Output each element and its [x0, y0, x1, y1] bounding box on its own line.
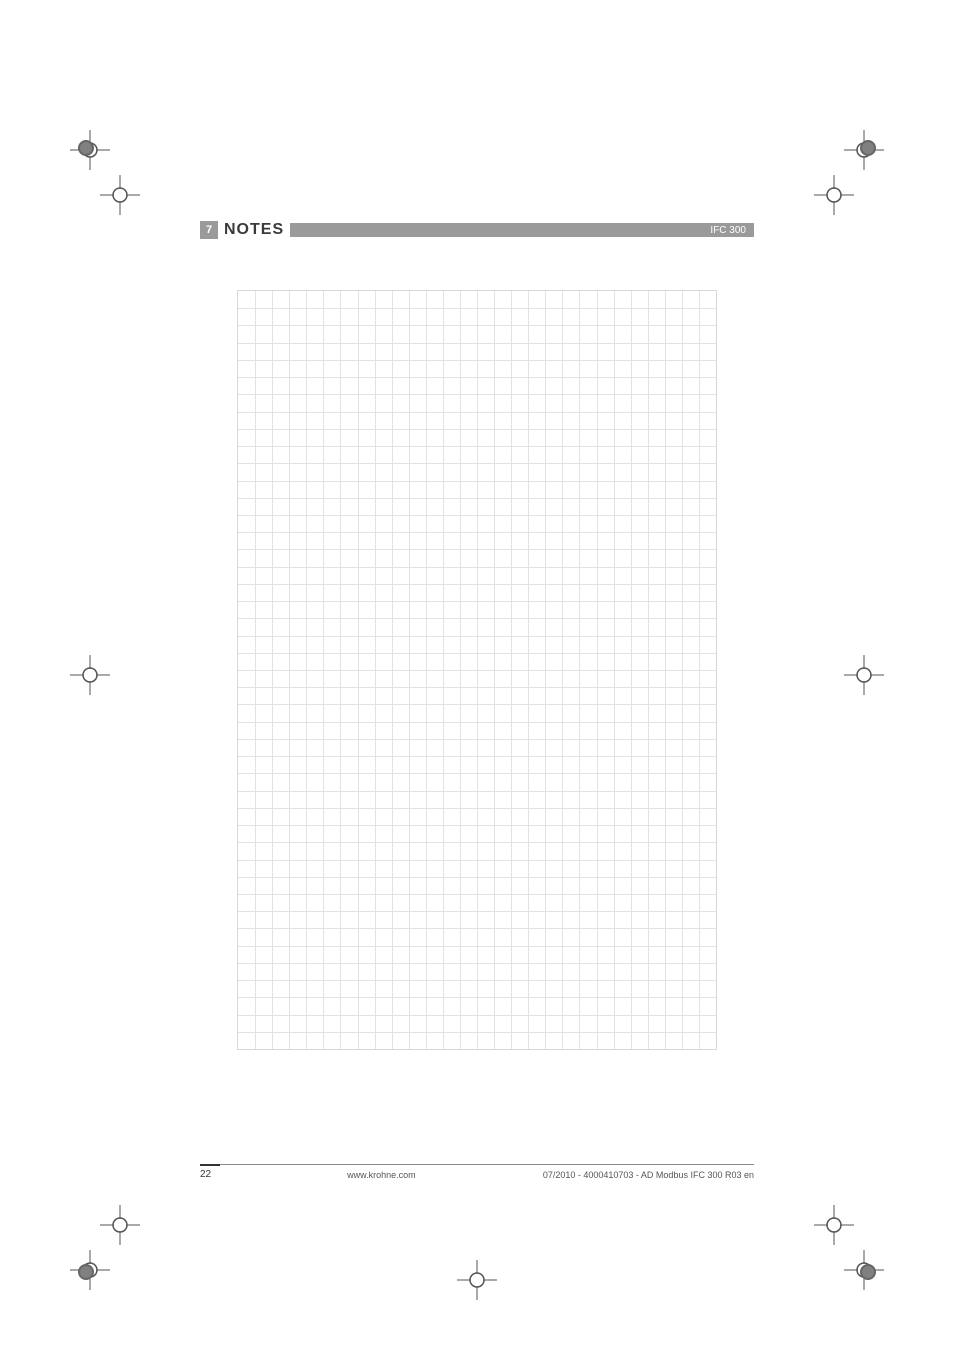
notes-grid [237, 290, 717, 1050]
footer-url: www.krohne.com [220, 1170, 543, 1180]
page-number: 22 [200, 1164, 220, 1180]
register-dot [78, 140, 94, 156]
footer-docinfo: 07/2010 - 4000410703 - AD Modbus IFC 300… [543, 1170, 754, 1180]
section-header: 7 NOTES IFC 300 [200, 220, 754, 240]
section-number: 7 [200, 221, 218, 239]
print-mark [844, 655, 884, 695]
print-mark [100, 1205, 140, 1245]
register-dot [860, 140, 876, 156]
header-rule [290, 223, 702, 237]
page-footer: 22 www.krohne.com 07/2010 - 4000410703 -… [200, 1164, 754, 1180]
register-dot [78, 1264, 94, 1280]
product-badge: IFC 300 [702, 223, 754, 237]
section-title: NOTES [224, 221, 284, 239]
page-content: 7 NOTES IFC 300 22 www.krohne.com 07/201… [200, 220, 754, 1180]
register-dot [860, 1264, 876, 1280]
print-mark [457, 1260, 497, 1300]
print-mark [814, 1205, 854, 1245]
print-mark [70, 655, 110, 695]
print-mark [814, 175, 854, 215]
print-mark [100, 175, 140, 215]
